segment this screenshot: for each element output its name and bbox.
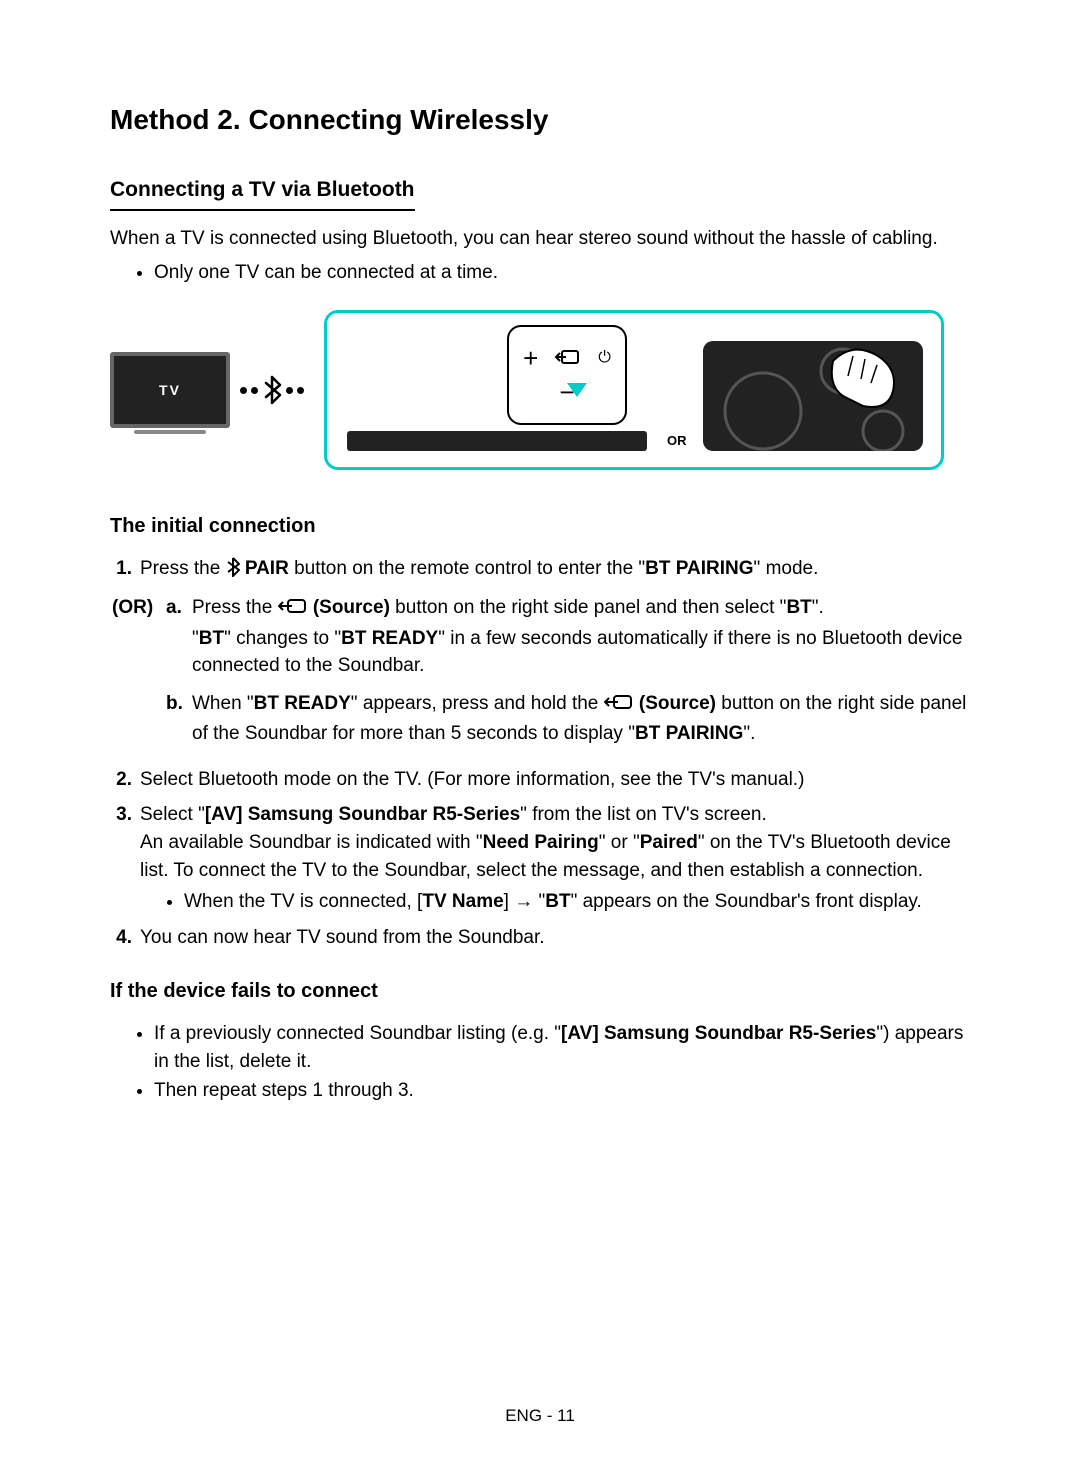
step-b: b. When "BT READY" appears, press and ho… <box>166 690 970 748</box>
fails-bullet-2: Then repeat steps 1 through 3. <box>154 1077 970 1105</box>
bluetooth-icon <box>226 557 240 586</box>
step-3-bullet: When the TV is connected, [TV Name] → "B… <box>184 888 970 916</box>
source-icon <box>604 693 634 721</box>
tv-bluetooth-group: TV <box>110 352 304 428</box>
initial-connection-heading: The initial connection <box>110 512 970 541</box>
tv-icon: TV <box>110 352 230 428</box>
intro-bullet: Only one TV can be connected at a time. <box>154 259 970 287</box>
fails-bullet-1: If a previously connected Soundbar listi… <box>154 1020 970 1075</box>
step-4: 4. You can now hear TV sound from the So… <box>110 924 970 952</box>
sub-heading: Connecting a TV via Bluetooth <box>110 175 415 211</box>
remote-panel-icon: + ⏻ − <box>507 325 627 425</box>
source-icon <box>278 597 308 625</box>
step-2: 2. Select Bluetooth mode on the TV. (For… <box>110 766 970 794</box>
diagram: TV + ⏻ − OR <box>110 310 970 470</box>
fails-heading: If the device fails to connect <box>110 977 970 1006</box>
soundbar-icon <box>347 431 647 451</box>
page-footer: ENG - 11 <box>0 1404 1080 1429</box>
step-3: 3. Select "[AV] Samsung Soundbar R5-Seri… <box>110 801 970 915</box>
bluetooth-icon <box>240 375 304 405</box>
or-label: (OR) <box>110 594 166 758</box>
soundbar-frame: + ⏻ − OR <box>324 310 944 470</box>
main-heading: Method 2. Connecting Wirelessly <box>110 100 970 141</box>
step-a: a. Press the (Source) button on the righ… <box>166 594 970 680</box>
step-1: 1. Press the PAIR button on the remote c… <box>110 555 970 586</box>
intro-text: When a TV is connected using Bluetooth, … <box>110 225 970 253</box>
source-icon <box>554 348 582 368</box>
or-label: OR <box>667 432 687 451</box>
hand-press-icon <box>703 341 923 451</box>
